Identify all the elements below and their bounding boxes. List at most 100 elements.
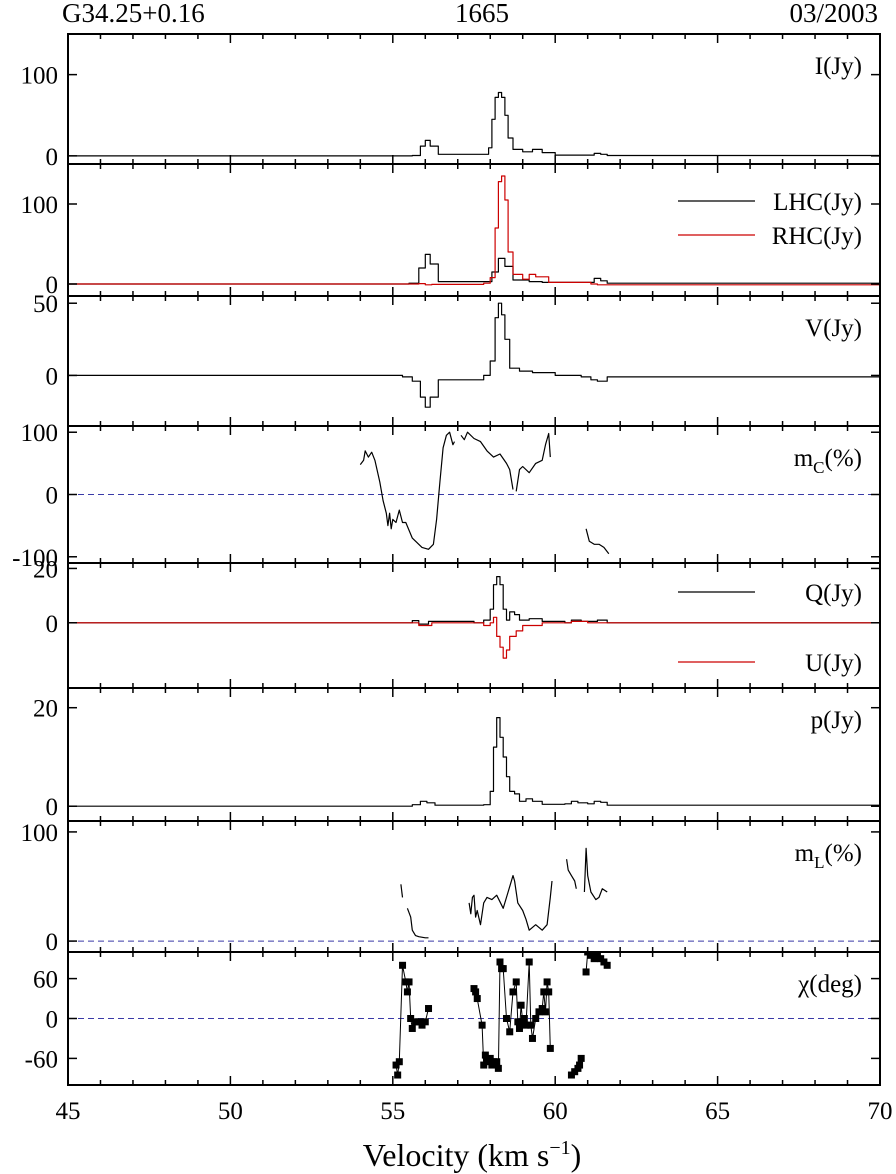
panel-data: [68, 576, 880, 659]
data-point: [395, 1058, 403, 1066]
panel-data: [68, 717, 880, 807]
panel-label-main: χ(deg): [797, 971, 862, 998]
data-point: [582, 968, 590, 976]
x-axis-label: Velocity (km s−1): [363, 1137, 582, 1173]
x-axis: 45 50 55 60 65 70: [56, 1098, 893, 1125]
panel-mc: 0 100 -100 mC(%): [12, 420, 881, 572]
data-point: [421, 1018, 429, 1026]
data-point: [478, 1021, 486, 1029]
data-point: [577, 1054, 585, 1062]
panel-Q_U: 0 20 Q(Jy) U(Jy): [33, 556, 881, 689]
panel-mL: 0 100 mL(%): [21, 820, 881, 956]
x-tick-label: 55: [380, 1098, 405, 1125]
data-point: [528, 1034, 536, 1042]
panel-frame: [67, 820, 881, 953]
data-point: [405, 978, 413, 986]
data-point: [532, 1015, 540, 1022]
y-tick-label: -100: [12, 545, 58, 572]
panel-label: p(Jy): [811, 707, 862, 734]
series-0-line: [359, 431, 456, 550]
series-3-line: [566, 859, 577, 889]
panel-frame: [67, 295, 881, 427]
y-tick-label: 100: [21, 420, 59, 447]
panel-data: [392, 952, 611, 1079]
panel-frame: [67, 163, 881, 297]
data-point: [517, 1001, 525, 1009]
data-point: [543, 978, 551, 986]
data-point: [481, 1051, 489, 1059]
series-0-line: [68, 302, 880, 408]
panel-data: [68, 302, 880, 408]
data-point: [394, 1071, 402, 1079]
y-tick-label: 100: [21, 820, 59, 847]
y-tick-label: 0: [46, 272, 59, 299]
panel-label-main: m: [794, 445, 814, 472]
data-point: [540, 988, 548, 996]
panel-label-subscript: L: [814, 853, 824, 872]
legend-label: RHC(Jy): [772, 223, 862, 250]
panel-label: χ(deg): [797, 971, 862, 998]
y-tick-label: -60: [25, 1046, 58, 1073]
panel-label: I(Jy): [815, 53, 862, 80]
panel-p: 0 20 p(Jy): [33, 687, 881, 822]
frequency-label: 1665: [455, 0, 509, 28]
y-tick-label: 100: [21, 192, 59, 219]
series-0-line: [400, 884, 404, 898]
y-tick-label: 0: [46, 794, 59, 821]
data-point: [407, 1015, 415, 1022]
series-1-line: [460, 431, 514, 490]
y-tick-label: 0: [46, 1007, 59, 1034]
series-2-line: [468, 875, 553, 931]
data-point: [509, 988, 517, 996]
panel-chi: 60 0 -60 χ(deg): [25, 951, 881, 1086]
panel-frame: [67, 33, 881, 165]
x-axis-label-text: Velocity (km s: [363, 1137, 550, 1173]
data-point: [527, 1021, 535, 1029]
data-point: [545, 988, 553, 996]
y-tick-label: 50: [33, 291, 58, 318]
series-3-line: [585, 528, 610, 555]
y-tick-label: 0: [46, 144, 59, 171]
y-tick-label: 0: [46, 483, 59, 510]
data-point: [399, 961, 407, 969]
data-point: [512, 978, 520, 986]
legend-label: U(Jy): [805, 650, 862, 677]
data-point: [499, 965, 507, 973]
x-tick-label: 70: [868, 1098, 893, 1125]
data-point: [496, 958, 504, 966]
panel-label: mL(%): [795, 840, 862, 872]
x-axis-label-close: ): [571, 1137, 582, 1173]
series-2-line: [515, 432, 551, 492]
source-name: G34.25+0.16: [62, 0, 205, 28]
series-1-line: [406, 908, 429, 939]
x-axis-label-exponent: −1: [549, 1137, 570, 1159]
data-point: [546, 1044, 554, 1052]
panel-label-subscript: C: [813, 458, 824, 477]
panel-data: [359, 431, 610, 555]
data-point: [514, 1018, 522, 1026]
data-point: [473, 995, 481, 1003]
data-point: [494, 1064, 502, 1072]
panel-frame: [67, 562, 881, 689]
panel-label-main: I(Jy): [815, 53, 862, 80]
y-tick-label: 100: [21, 63, 59, 90]
legend-label: LHC(Jy): [773, 189, 862, 216]
y-tick-label: 20: [33, 556, 58, 583]
x-tick-label: 65: [705, 1098, 730, 1125]
series-1-line: [68, 616, 880, 659]
data-point: [522, 1021, 530, 1029]
y-tick-label: 60: [33, 967, 58, 994]
panel-label-main: V(Jy): [805, 315, 862, 342]
epoch-date: 03/2003: [789, 0, 878, 28]
y-tick-label: 0: [46, 611, 59, 638]
panel-label-tail: (%): [825, 445, 862, 472]
y-tick-label: 0: [46, 363, 59, 390]
y-tick-label: 0: [46, 929, 59, 956]
series-0-line: [68, 91, 880, 157]
x-tick-label: 60: [543, 1098, 568, 1125]
panel-label-main: p(Jy): [811, 707, 862, 734]
data-point: [520, 1015, 528, 1022]
data-point: [506, 1028, 514, 1036]
panel-I: 0 100 I(Jy): [21, 33, 881, 171]
